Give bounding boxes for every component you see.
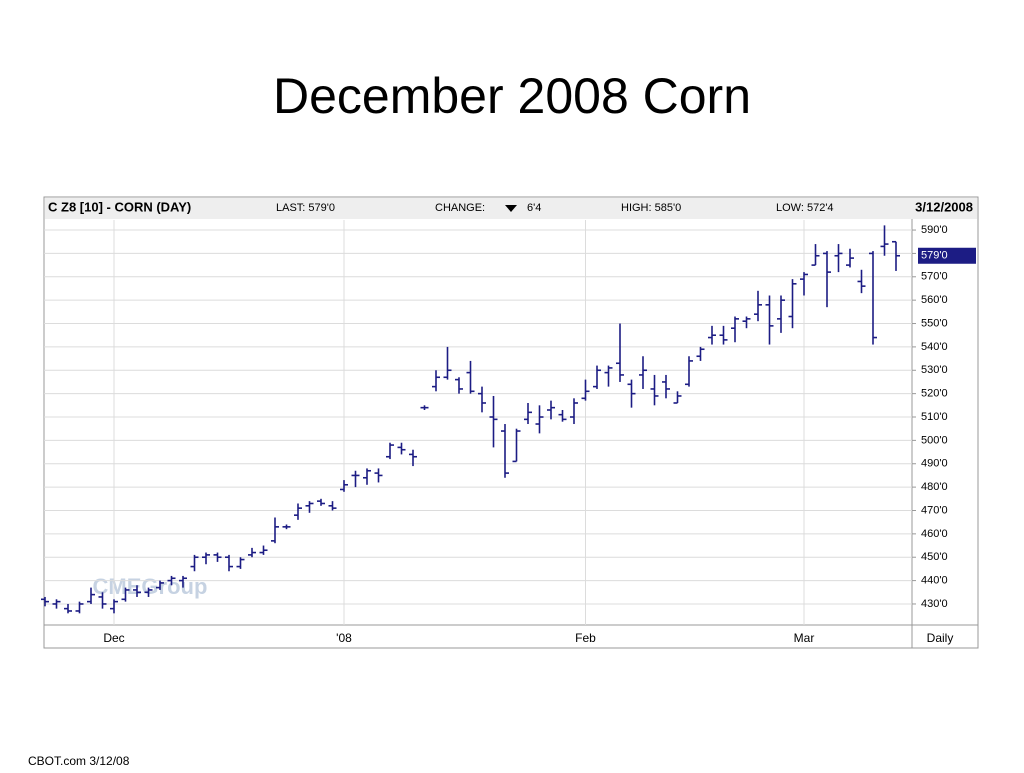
watermark: CMEGroup bbox=[93, 574, 208, 599]
source: CBOT.com 3/12/08 bbox=[28, 754, 130, 768]
y-tick-label: 470'0 bbox=[921, 504, 948, 516]
change-value: 6'4 bbox=[527, 202, 541, 214]
period-label: Daily bbox=[927, 631, 954, 645]
chart-frame bbox=[43, 196, 979, 649]
x-tick-label: Feb bbox=[575, 631, 596, 645]
last-price: LAST: 579'0 bbox=[276, 202, 335, 214]
high-price: HIGH: 585'0 bbox=[621, 202, 681, 214]
low-price: LOW: 572'4 bbox=[776, 202, 834, 214]
change-label: CHANGE: bbox=[435, 202, 485, 214]
y-tick-label: 550'0 bbox=[921, 317, 948, 329]
x-tick-label: Mar bbox=[794, 631, 815, 645]
x-tick-label: Dec bbox=[103, 631, 124, 645]
y-tick-label: 570'0 bbox=[921, 271, 948, 283]
y-tick-label: 500'0 bbox=[921, 434, 948, 446]
down-arrow bbox=[505, 205, 517, 212]
x-tick-label: '08 bbox=[336, 631, 352, 645]
y-tick-label: 510'0 bbox=[921, 411, 948, 423]
y-tick-label: 530'0 bbox=[921, 364, 948, 376]
price-marker bbox=[918, 247, 976, 264]
y-tick-label: 460'0 bbox=[921, 528, 948, 540]
y-tick-label: 430'0 bbox=[921, 598, 948, 610]
chart-date: 3/12/2008 bbox=[915, 199, 973, 214]
y-tick-label: 540'0 bbox=[921, 341, 948, 353]
y-tick-label: 490'0 bbox=[921, 458, 948, 470]
slide-title: December 2008 Corn bbox=[273, 68, 751, 124]
y-tick-label: 480'0 bbox=[921, 481, 948, 493]
y-tick-label: 520'0 bbox=[921, 388, 948, 400]
y-tick-label: 560'0 bbox=[921, 294, 948, 306]
y-tick-label: 450'0 bbox=[921, 551, 948, 563]
price-marker-label: 579'0 bbox=[921, 250, 948, 262]
symbol: C Z8 [10] - CORN (DAY) bbox=[48, 199, 191, 214]
y-tick-label: 440'0 bbox=[921, 575, 948, 587]
y-tick-label: 590'0 bbox=[921, 224, 948, 236]
